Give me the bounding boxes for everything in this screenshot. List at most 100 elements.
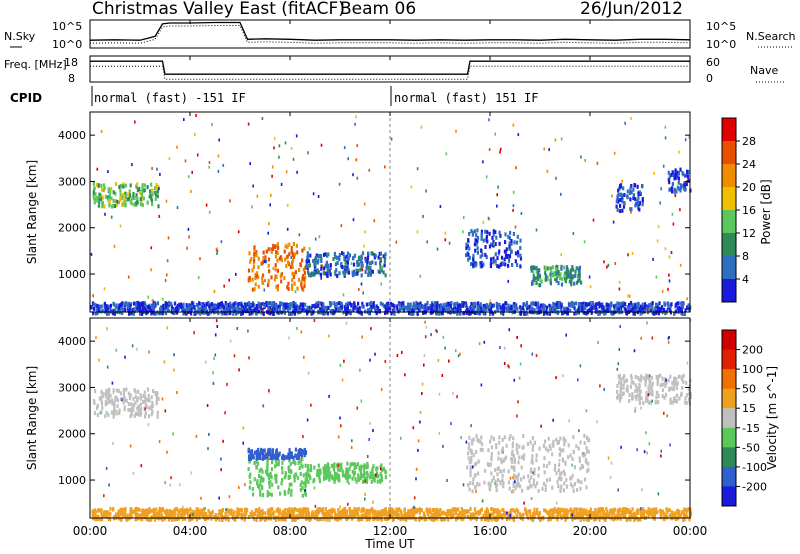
- heatmap-cell: [105, 394, 108, 399]
- heatmap-cell: [310, 273, 313, 278]
- heatmap-cell: [304, 463, 307, 468]
- heatmap-cell: [351, 476, 354, 481]
- heatmap-cell: [130, 402, 133, 407]
- heatmap-cell: [414, 517, 417, 521]
- heatmap-cell: [150, 405, 153, 409]
- heatmap-cell: [373, 516, 376, 521]
- heatmap-speckle: [269, 203, 271, 207]
- heatmap-cell: [131, 406, 134, 411]
- heatmap-cell: [241, 512, 244, 517]
- heatmap-cell: [684, 308, 687, 313]
- heatmap-cell: [458, 513, 461, 518]
- heatmap-cell: [553, 507, 556, 511]
- heatmap-cell: [644, 381, 647, 386]
- heatmap-cell: [412, 304, 415, 309]
- noise-right-label: N.Search: [746, 30, 796, 43]
- velocity-heatmap: [91, 318, 693, 522]
- heatmap-cell: [518, 512, 521, 517]
- heatmap-cell: [91, 511, 95, 516]
- heatmap-cell: [98, 196, 101, 201]
- heatmap-cell: [327, 469, 330, 474]
- heatmap-cell: [621, 208, 624, 213]
- heatmap-cell: [655, 395, 658, 400]
- heatmap-cell: [354, 476, 357, 481]
- heatmap-cell: [481, 306, 484, 311]
- heatmap-cell: [132, 397, 135, 402]
- heatmap-cell: [489, 439, 492, 444]
- heatmap-cell: [675, 189, 678, 194]
- heatmap-cell: [254, 450, 257, 455]
- heatmap-speckle: [684, 138, 687, 142]
- heatmap-speckle: [213, 289, 216, 293]
- heatmap-cell: [510, 508, 513, 513]
- heatmap-cell: [272, 247, 275, 252]
- heatmap-speckle: [166, 259, 169, 263]
- heatmap-cell: [329, 266, 332, 271]
- heatmap-cell: [134, 201, 138, 206]
- heatmap-speckle: [92, 294, 94, 298]
- heatmap-cell: [303, 308, 306, 313]
- heatmap-cell: [359, 267, 362, 272]
- heatmap-speckle: [208, 161, 211, 164]
- heatmap-cell: [551, 452, 554, 457]
- heatmap-cell: [496, 517, 499, 522]
- heatmap-cell: [272, 311, 275, 316]
- heatmap-cell: [300, 458, 303, 463]
- heatmap-cell: [689, 394, 692, 399]
- heatmap-cell: [267, 278, 270, 283]
- heatmap-cell: [182, 311, 185, 316]
- heatmap-speckle: [548, 148, 550, 152]
- y-tick-label: 3000: [58, 175, 86, 188]
- heatmap-cell: [433, 305, 436, 310]
- heatmap-cell: [520, 465, 523, 470]
- heatmap-cell: [651, 389, 654, 394]
- heatmap-cell: [546, 266, 549, 271]
- heatmap-cell: [253, 287, 256, 292]
- heatmap-cell: [286, 244, 289, 249]
- heatmap-cell: [202, 507, 206, 512]
- heatmap-cell: [688, 391, 691, 396]
- heatmap-speckle: [667, 287, 669, 291]
- heatmap-cell: [111, 398, 114, 403]
- heatmap-cell: [315, 473, 319, 477]
- heatmap-cell: [301, 514, 304, 519]
- heatmap-cell: [338, 257, 341, 262]
- heatmap-cell: [257, 484, 260, 488]
- heatmap-cell: [251, 453, 254, 457]
- heatmap-cell: [466, 465, 469, 470]
- heatmap-cell: [269, 449, 272, 454]
- heatmap-cell: [585, 508, 588, 513]
- heatmap-cell: [661, 394, 664, 399]
- heatmap-cell: [127, 301, 130, 306]
- heatmap-cell: [125, 301, 128, 306]
- heatmap-cell: [247, 268, 251, 273]
- heatmap-cell: [554, 302, 557, 307]
- heatmap-cell: [373, 478, 376, 483]
- heatmap-cell: [292, 510, 295, 515]
- heatmap-cell: [663, 382, 666, 387]
- heatmap-cell: [274, 464, 277, 469]
- heatmap-cell: [99, 193, 102, 198]
- colorbar-swatch: [722, 118, 736, 142]
- heatmap-cell: [484, 245, 487, 249]
- heatmap-cell: [117, 511, 120, 516]
- heatmap-cell: [317, 517, 320, 522]
- heatmap-cell: [299, 472, 302, 476]
- heatmap-cell: [474, 510, 477, 515]
- cpid-segment-1: normal (fast) -151 IF: [94, 91, 246, 105]
- heatmap-cell: [391, 517, 394, 522]
- heatmap-cell: [570, 274, 573, 279]
- heatmap-cell: [498, 230, 501, 235]
- heatmap-cell: [326, 472, 329, 477]
- heatmap-cell: [511, 263, 514, 267]
- heatmap-cell: [228, 511, 231, 516]
- heatmap-cell: [482, 238, 485, 243]
- heatmap-cell: [668, 180, 671, 185]
- heatmap-cell: [477, 301, 480, 306]
- heatmap-cell: [531, 454, 534, 459]
- heatmap-cell: [372, 474, 375, 479]
- heatmap-speckle: [420, 125, 423, 129]
- heatmap-cell: [143, 183, 146, 188]
- heatmap-cell: [372, 304, 375, 309]
- heatmap-cell: [284, 244, 287, 249]
